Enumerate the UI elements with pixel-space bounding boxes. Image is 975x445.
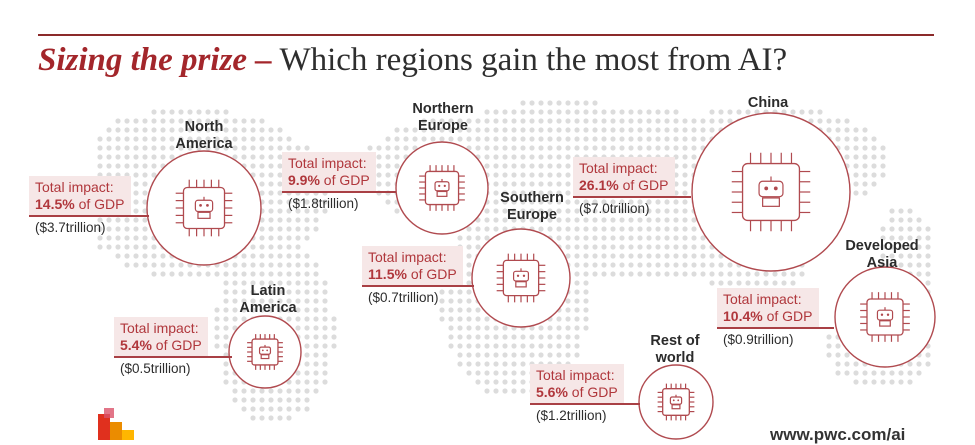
gdp-share-china: 26.1% (579, 177, 619, 193)
ai-chip-icon (247, 334, 283, 370)
impact-label: Total impact: (579, 160, 658, 176)
impact-box-southern-europe: Total impact: 11.5% of GDP (362, 246, 463, 286)
robot-icon (194, 196, 214, 219)
gdp-share-north-america: 14.5% (35, 196, 75, 212)
gdp-share-rest-of-world: 5.6% (536, 384, 568, 400)
impact-box-china: Total impact: 26.1% of GDP (573, 157, 675, 197)
ai-chip-icon (496, 253, 546, 303)
gdp-suffix: of GDP (151, 337, 202, 353)
impact-box-latin-america: Total impact: 5.4% of GDP (114, 317, 208, 357)
title-rest: Which regions gain the most from AI? (271, 42, 788, 78)
callout-line-latin-america (114, 356, 232, 358)
pwc-logo-icon (98, 408, 134, 440)
trillion-rest-of-world: ($1.2trillion) (536, 408, 607, 423)
callout-line-rest-of-world (530, 403, 640, 405)
region-circle-northern-europe (395, 141, 489, 235)
callout-line-north-america (29, 215, 149, 217)
footer-site: www.pwc.com/ai (770, 425, 906, 444)
region-circle-rest-of-world (638, 364, 714, 440)
region-circle-latin-america (228, 315, 302, 389)
impact-box-developed-asia: Total impact: 10.4% of GDP (717, 288, 819, 328)
region-name-northern-europe: Northern Europe (412, 101, 474, 134)
ai-chip-icon (860, 292, 910, 342)
impact-box-north-america: Total impact: 14.5% of GDP (29, 176, 131, 216)
callout-line-northern-europe (282, 191, 396, 193)
impact-label: Total impact: (35, 179, 114, 195)
region-circle-southern-europe (471, 228, 571, 328)
robot-icon (512, 268, 530, 288)
gdp-share-developed-asia: 10.4% (723, 308, 763, 324)
impact-box-rest-of-world: Total impact: 5.6% of GDP (530, 364, 624, 404)
robot-icon (669, 394, 683, 410)
trillion-northern-europe: ($1.8trillion) (288, 196, 359, 211)
ai-chip-icon (175, 179, 233, 237)
trillion-latin-america: ($0.5trillion) (120, 361, 191, 376)
region-circle-north-america (146, 150, 262, 266)
gdp-suffix: of GDP (762, 308, 813, 324)
gdp-share-southern-europe: 11.5% (368, 266, 407, 282)
trillion-southern-europe: ($0.7trillion) (368, 290, 439, 305)
gdp-share-latin-america: 5.4% (120, 337, 152, 353)
robot-icon (434, 178, 450, 197)
impact-label: Total impact: (723, 291, 802, 307)
ai-chip-icon (419, 165, 465, 211)
gdp-suffix: of GDP (567, 384, 618, 400)
ai-chip-icon (657, 383, 695, 421)
page-title: Sizing the prize – Which regions gain th… (38, 42, 787, 79)
region-name-developed-asia: Developed Asia (845, 238, 919, 271)
trillion-north-america: ($3.7trillion) (35, 220, 106, 235)
robot-icon (258, 344, 272, 360)
region-circle-china (691, 112, 851, 272)
title-emphasis: Sizing the prize – (38, 42, 272, 78)
trillion-developed-asia: ($0.9trillion) (723, 332, 794, 347)
callout-line-china (573, 196, 691, 198)
impact-label: Total impact: (288, 155, 367, 171)
gdp-share-northern-europe: 9.9% (288, 172, 320, 188)
callout-line-southern-europe (362, 285, 474, 287)
impact-label: Total impact: (368, 249, 447, 265)
gdp-suffix: of GDP (618, 177, 669, 193)
impact-box-northern-europe: Total impact: 9.9% of GDP (282, 152, 376, 192)
impact-label: Total impact: (536, 367, 615, 383)
impact-label: Total impact: (120, 320, 199, 336)
gdp-suffix: of GDP (74, 196, 125, 212)
region-name-north-america: North America (175, 119, 233, 152)
callout-line-developed-asia (717, 327, 834, 329)
gdp-suffix: of GDP (319, 172, 370, 188)
robot-icon (758, 176, 784, 207)
gdp-suffix: of GDP (406, 266, 457, 282)
region-name-rest-of-world: Rest of world (650, 333, 700, 366)
title-rule (38, 34, 934, 36)
region-name-latin-america: Latin America (239, 283, 297, 316)
robot-icon (876, 307, 894, 327)
ai-chip-icon (731, 152, 811, 232)
trillion-china: ($7.0trillion) (579, 201, 650, 216)
region-name-southern-europe: Southern Europe (500, 190, 564, 223)
region-circle-developed-asia (834, 266, 936, 368)
region-name-china: China (747, 95, 789, 111)
